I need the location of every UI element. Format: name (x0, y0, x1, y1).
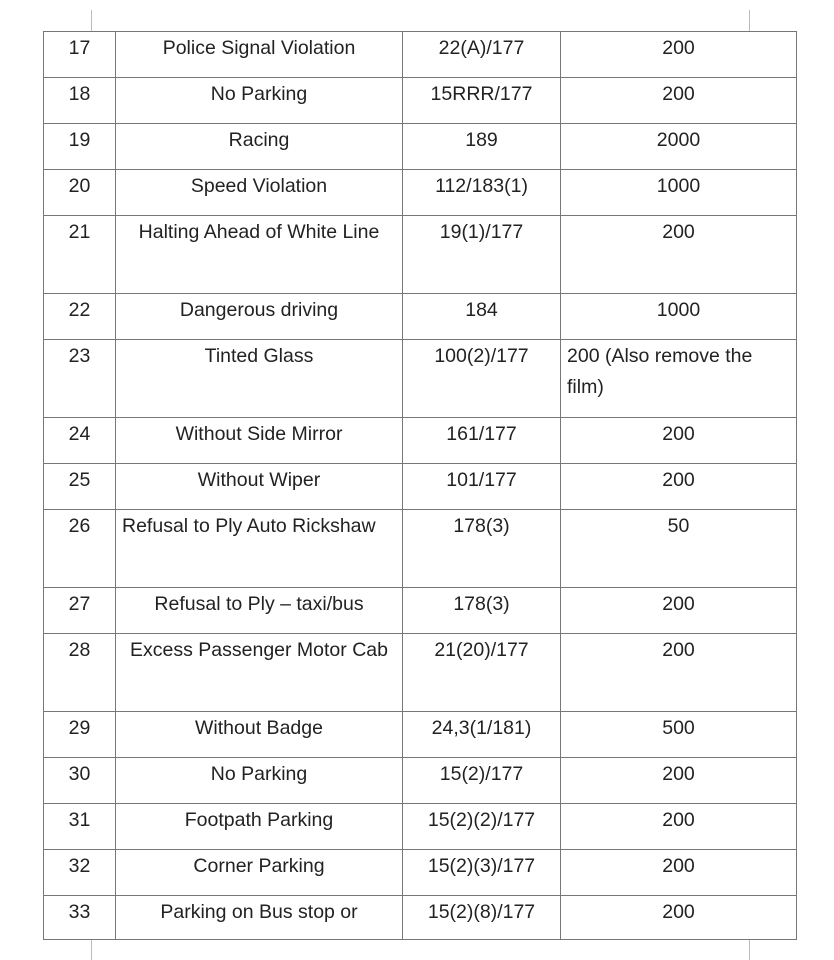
serial-number-cell: 32 (43, 849, 116, 896)
section-cell: 189 (402, 123, 561, 170)
offence-cell: Police Signal Violation (115, 31, 403, 78)
offence-cell: No Parking (115, 757, 403, 804)
table-row: 22 Dangerous driving 184 1000 (43, 293, 797, 340)
page-corner-mark (749, 940, 750, 960)
offence-cell: Excess Passenger Motor Cab (115, 633, 403, 712)
fine-cell: 1000 (560, 169, 797, 216)
fine-cell: 200 (560, 587, 797, 634)
section-cell: 178(3) (402, 587, 561, 634)
section-cell: 15RRR/177 (402, 77, 561, 124)
section-cell: 100(2)/177 (402, 339, 561, 418)
table-row: 32 Corner Parking 15(2)(3)/177 200 (43, 849, 797, 896)
offence-cell: Tinted Glass (115, 339, 403, 418)
offence-cell: Refusal to Ply Auto Rickshaw (115, 509, 403, 588)
fine-cell: 200 (560, 463, 797, 510)
serial-number-cell: 26 (43, 509, 116, 588)
table-row: 31 Footpath Parking 15(2)(2)/177 200 (43, 803, 797, 850)
table-row: 29 Without Badge 24,3(1/181) 500 (43, 711, 797, 758)
table-row: 21 Halting Ahead of White Line 19(1)/177 20… (43, 215, 797, 294)
table-row: 30 No Parking 15(2)/177 200 (43, 757, 797, 804)
serial-number-cell: 25 (43, 463, 116, 510)
fine-cell: 200 (560, 31, 797, 78)
section-cell: 112/183(1) (402, 169, 561, 216)
offence-cell: Racing (115, 123, 403, 170)
section-cell: 22(A)/177 (402, 31, 561, 78)
serial-number-cell: 22 (43, 293, 116, 340)
offence-cell: Without Side Mirror (115, 417, 403, 464)
serial-number-cell: 19 (43, 123, 116, 170)
section-cell: 161/177 (402, 417, 561, 464)
serial-number-cell: 27 (43, 587, 116, 634)
table-row: 23 Tinted Glass 100(2)/177 200 (Also remove… (43, 339, 797, 418)
table-row: 24 Without Side Mirror 161/177 200 (43, 417, 797, 464)
serial-number-cell: 29 (43, 711, 116, 758)
section-cell: 24,3(1/181) (402, 711, 561, 758)
fine-cell: 1000 (560, 293, 797, 340)
offence-cell: Without Badge (115, 711, 403, 758)
table-row: 19 Racing 189 2000 (43, 123, 797, 170)
offence-cell: Speed Violation (115, 169, 403, 216)
offence-cell: Without Wiper (115, 463, 403, 510)
serial-number-cell: 28 (43, 633, 116, 712)
serial-number-cell: 18 (43, 77, 116, 124)
fine-cell: 200 (560, 895, 797, 940)
section-cell: 15(2)(3)/177 (402, 849, 561, 896)
page-corner-mark (91, 10, 92, 31)
fine-cell: 2000 (560, 123, 797, 170)
page-corner-mark (91, 940, 92, 960)
fine-cell: 200 (560, 633, 797, 712)
offence-cell: Dangerous driving (115, 293, 403, 340)
section-cell: 15(2)/177 (402, 757, 561, 804)
table-row: 33 Parking on Bus stop or 15(2)(8)/177 200 (43, 895, 797, 940)
offence-cell: Parking on Bus stop or (115, 895, 403, 940)
table-row: 26 Refusal to Ply Auto Rickshaw 178(3) 50 (43, 509, 797, 588)
fine-cell: 200 (560, 77, 797, 124)
fine-cell: 500 (560, 711, 797, 758)
table-row: 25 Without Wiper 101/177 200 (43, 463, 797, 510)
section-cell: 178(3) (402, 509, 561, 588)
offence-cell: Refusal to Ply – taxi/bus (115, 587, 403, 634)
fine-cell: 200 (560, 803, 797, 850)
serial-number-cell: 17 (43, 31, 116, 78)
table-row: 18 No Parking 15RRR/177 200 (43, 77, 797, 124)
fine-cell: 200 (Also remove the film) (560, 339, 797, 418)
table-row: 27 Refusal to Ply – taxi/bus 178(3) 200 (43, 587, 797, 634)
fine-cell: 200 (560, 757, 797, 804)
table-row: 20 Speed Violation 112/183(1) 1000 (43, 169, 797, 216)
section-cell: 21(20)/177 (402, 633, 561, 712)
serial-number-cell: 30 (43, 757, 116, 804)
page-corner-mark (749, 10, 750, 31)
serial-number-cell: 21 (43, 215, 116, 294)
serial-number-cell: 20 (43, 169, 116, 216)
section-cell: 184 (402, 293, 561, 340)
serial-number-cell: 23 (43, 339, 116, 418)
section-cell: 101/177 (402, 463, 561, 510)
fine-cell: 200 (560, 215, 797, 294)
serial-number-cell: 24 (43, 417, 116, 464)
offence-cell: No Parking (115, 77, 403, 124)
table-row: 17 Police Signal Violation 22(A)/177 200 (43, 31, 797, 78)
section-cell: 19(1)/177 (402, 215, 561, 294)
offence-cell: Corner Parking (115, 849, 403, 896)
serial-number-cell: 31 (43, 803, 116, 850)
section-cell: 15(2)(2)/177 (402, 803, 561, 850)
fine-cell: 200 (560, 417, 797, 464)
serial-number-cell: 33 (43, 895, 116, 940)
fine-cell: 200 (560, 849, 797, 896)
fine-cell: 50 (560, 509, 797, 588)
section-cell: 15(2)(8)/177 (402, 895, 561, 940)
table-row: 28 Excess Passenger Motor Cab 21(20)/177 20… (43, 633, 797, 712)
offence-cell: Footpath Parking (115, 803, 403, 850)
offence-cell: Halting Ahead of White Line (115, 215, 403, 294)
fines-table: 17 Police Signal Violation 22(A)/177 200 18 N… (43, 31, 797, 940)
